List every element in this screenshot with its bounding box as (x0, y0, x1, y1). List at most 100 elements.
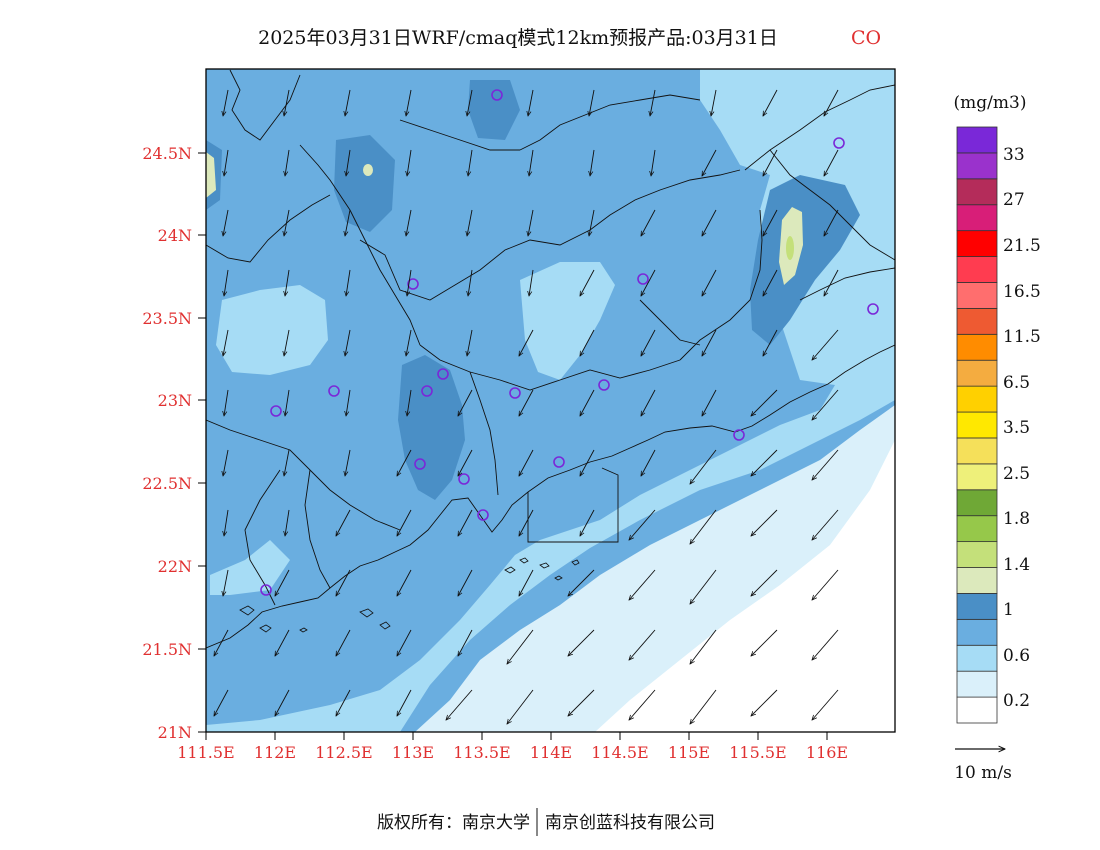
wind-arrow (458, 449, 473, 476)
wind-arrow (589, 89, 595, 116)
legend-unit: (mg/m3) (954, 93, 1027, 113)
concentration-peak-northwest (363, 164, 373, 176)
wind-arrow (458, 389, 473, 416)
wind-arrow (336, 509, 351, 536)
wind-arrow (763, 329, 778, 356)
lon-tick-label: 113.5E (453, 732, 511, 762)
wind-arrow (345, 209, 351, 236)
wind-arrow (702, 389, 717, 416)
wind-arrow (407, 389, 412, 416)
wind-arrow (702, 329, 717, 356)
legend-color-swatch (956, 515, 998, 543)
wind-arrow (223, 569, 229, 596)
concentration-peak-west-edge (206, 152, 216, 198)
wind-arrow (763, 269, 778, 296)
wind-reference: 10 m/s (954, 749, 1012, 783)
wind-arrow (345, 89, 351, 116)
copyright-text: 版权所有：南京大学 (377, 813, 530, 833)
legend-labels: 0.2 0.6 1 1.4 1.8 2.5 3.5 6.5 11.5 16.5 … (1003, 145, 1041, 711)
wind-arrow (580, 449, 595, 476)
wind-arrow (690, 689, 717, 724)
wind-arrow (580, 389, 595, 416)
wind-arrow (224, 269, 229, 296)
monitoring-stations (260, 89, 879, 596)
wind-arrow (223, 449, 229, 476)
wind-arrow (690, 509, 717, 544)
lat-tick-label: 21.5N (142, 640, 206, 659)
wind-arrow (763, 209, 778, 236)
wind-arrow (345, 329, 351, 356)
wind-arrow (507, 689, 534, 724)
legend-color-swatch (956, 307, 998, 335)
wind-arrow (629, 629, 656, 660)
wind-arrow (336, 629, 351, 656)
wind-arrow (568, 689, 595, 716)
wind-arrow (458, 569, 473, 596)
legend-label: 1.8 (1003, 509, 1030, 529)
lon-tick-label: 112E (254, 732, 296, 762)
wind-arrow (285, 149, 290, 176)
lon-tick-label: 113E (392, 732, 434, 762)
concentration-light-patch-center (520, 262, 615, 380)
chart-title: 2025年03月31日WRF/cmaq模式12km预报产品:03月31日 (258, 27, 778, 49)
wind-arrow (812, 449, 839, 480)
concentration-dark-region-north (468, 80, 520, 140)
lon-tick-label: 116E (806, 732, 848, 762)
wind-arrow (641, 449, 656, 476)
legend-color-swatch (956, 463, 998, 491)
lat-tick-label: 23.5N (142, 309, 206, 328)
lat-tick-label: 22N (158, 557, 206, 576)
svg-text:114E: 114E (530, 743, 572, 762)
wind-arrow (223, 329, 229, 356)
wind-arrow (285, 389, 290, 416)
wind-arrow (407, 149, 412, 176)
wind-arrow (467, 329, 473, 356)
wind-arrow (397, 689, 412, 716)
svg-text:112E: 112E (254, 743, 296, 762)
wind-arrow (223, 209, 229, 236)
wind-arrow (751, 689, 778, 716)
svg-text:111.5E: 111.5E (177, 743, 234, 762)
wind-arrow (812, 569, 839, 600)
wind-arrow (812, 509, 839, 540)
wind-arrow (519, 569, 534, 596)
wind-arrow (751, 449, 778, 476)
wind-arrow (519, 389, 534, 416)
wind-arrow (812, 689, 839, 720)
wind-arrow (529, 269, 534, 296)
lon-tick-label: 114E (530, 732, 572, 762)
wind-arrow (214, 629, 229, 656)
wind-arrow (702, 149, 717, 176)
wind-arrow (690, 449, 717, 484)
wind-arrow (336, 569, 351, 596)
svg-text:21.5N: 21.5N (142, 640, 192, 659)
legend-label: 0.2 (1003, 691, 1030, 711)
legend-color-swatch (956, 256, 998, 283)
wind-arrow (702, 209, 717, 236)
svg-text:113E: 113E (392, 743, 434, 762)
svg-text:23N: 23N (158, 391, 192, 410)
legend-color-swatch (956, 178, 998, 206)
legend-color-swatch (956, 541, 998, 568)
wind-arrow (397, 569, 412, 596)
wind-arrow (397, 509, 412, 536)
wind-arrow (346, 389, 351, 416)
color-scale-legend (956, 126, 998, 724)
lon-tick-label: 115E (668, 732, 710, 762)
legend-color-swatch (956, 411, 998, 439)
legend-color-swatch (956, 489, 998, 517)
legend-label: 33 (1003, 145, 1025, 165)
wind-arrow (406, 209, 412, 236)
lon-tick-label: 112.5E (315, 732, 373, 762)
wind-arrow (275, 689, 290, 716)
svg-text:116E: 116E (806, 743, 848, 762)
wind-arrow (275, 629, 290, 656)
wind-arrow (284, 89, 290, 116)
concentration-dark-region-northwest (334, 135, 395, 232)
wind-arrow (580, 269, 595, 296)
wind-arrow (224, 509, 229, 536)
lat-tick-label: 24.5N (142, 144, 206, 163)
wind-arrow (812, 329, 839, 360)
wind-arrow (519, 449, 534, 476)
